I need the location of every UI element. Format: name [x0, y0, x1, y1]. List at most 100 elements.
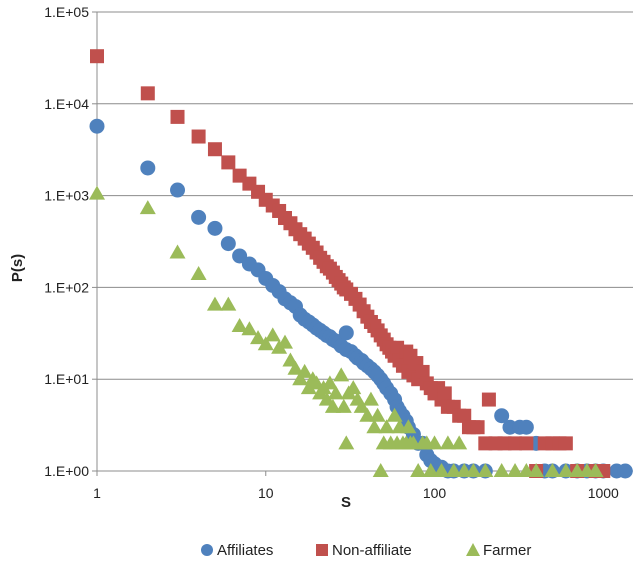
y-tick-label-3: 1.E+03	[44, 188, 89, 204]
y-tick-label-4: 1.E+04	[44, 96, 89, 112]
triangle-point	[410, 463, 427, 477]
triangle-point	[276, 334, 293, 349]
triangle-point	[335, 398, 352, 413]
square-point	[519, 436, 534, 451]
square-point	[481, 392, 496, 407]
legend-label: Farmer	[483, 542, 531, 559]
triangle-point	[422, 463, 439, 477]
series-farmer	[89, 185, 604, 477]
circle-point	[338, 325, 354, 341]
circle-point	[140, 160, 156, 176]
legend-triangle-icon	[466, 543, 480, 556]
circle-point	[518, 419, 534, 435]
legend-square-icon	[316, 544, 328, 556]
triangle-point	[493, 463, 510, 477]
square-point	[170, 109, 185, 124]
triangle-point	[400, 419, 417, 434]
circle-point	[191, 209, 207, 225]
triangle-point	[287, 360, 304, 375]
triangle-point	[477, 463, 494, 477]
triangle-point	[587, 463, 604, 477]
triangle-point	[338, 435, 355, 450]
triangle-point	[557, 463, 574, 477]
y-axis-title: P(s)	[9, 254, 26, 282]
circle-point	[220, 236, 236, 252]
circle-point	[207, 220, 223, 236]
triangle-point	[439, 435, 456, 450]
y-tick-label-2: 1.E+02	[44, 279, 89, 295]
triangle-point	[366, 419, 383, 434]
legend-item-farmer: Farmer	[466, 542, 531, 559]
x-tick-label-0: 1	[93, 485, 101, 501]
triangle-point	[324, 398, 341, 413]
y-tick-label-1: 1.E+01	[44, 371, 89, 387]
circle-point	[494, 408, 510, 424]
x-tick-label-1: 10	[258, 485, 274, 501]
y-tick-label-5: 1.E+05	[44, 4, 89, 20]
legend-label: Affiliates	[217, 542, 273, 559]
triangle-point	[318, 391, 335, 406]
triangle-point	[300, 380, 317, 395]
triangle-point	[426, 435, 443, 450]
legend-item-affiliates: Affiliates	[201, 542, 273, 559]
triangle-point	[345, 380, 362, 395]
triangle-point	[296, 363, 313, 378]
triangle-point	[369, 407, 386, 422]
triangle-point	[139, 200, 156, 215]
legend-circle-icon	[201, 544, 213, 556]
square-point	[457, 408, 472, 423]
triangle-point	[169, 244, 186, 259]
square-point	[221, 155, 236, 170]
triangle-point	[292, 371, 309, 386]
triangle-point	[433, 463, 450, 477]
x-tick-label-2: 100	[423, 485, 447, 501]
triangle-point	[465, 463, 482, 477]
triangle-point	[220, 296, 237, 311]
triangle-point	[89, 185, 105, 200]
triangle-point	[231, 317, 248, 332]
triangle-point	[372, 463, 389, 477]
triangle-point	[257, 336, 274, 351]
triangle-point	[386, 407, 403, 422]
x-axis-title: S	[341, 494, 351, 511]
triangle-point	[333, 367, 350, 382]
data-points	[89, 49, 633, 479]
triangle-point	[264, 327, 281, 342]
circle-point	[170, 182, 186, 198]
triangle-point	[507, 463, 524, 477]
square-point	[415, 364, 430, 379]
legend-item-non-affiliate: Non-affiliate	[316, 542, 412, 559]
triangle-point	[250, 330, 267, 345]
triangle-point	[445, 463, 462, 477]
triangle-point	[353, 398, 370, 413]
square-point	[191, 129, 206, 144]
tick-labels: 1.E+00 1.E+01 1.E+02 1.E+03 1.E+04 1.E+05 1 10 1…	[44, 4, 619, 501]
triangle-point	[544, 463, 561, 477]
triangle-point	[327, 385, 344, 400]
triangle-point	[378, 419, 395, 434]
triangle-point	[190, 265, 207, 280]
square-point	[508, 436, 523, 451]
square-point	[90, 49, 104, 64]
circle-point	[617, 463, 633, 479]
x-tick-label-3: 1000	[588, 485, 619, 501]
square-point	[437, 386, 452, 401]
triangle-point	[359, 407, 376, 422]
triangle-point	[241, 321, 258, 336]
triangle-point	[451, 435, 468, 450]
circle-point	[89, 118, 105, 134]
square-point	[558, 436, 573, 451]
y-tick-label-0: 1.E+00	[44, 463, 89, 479]
legend-label: Non-affiliate	[332, 542, 412, 559]
triangle-point	[362, 391, 379, 406]
square-point	[140, 86, 155, 101]
square-point	[470, 420, 485, 435]
square-point	[207, 142, 222, 157]
legend: Affiliates Non-affiliate Farmer	[201, 542, 531, 559]
triangle-point	[206, 296, 223, 311]
series-non-affiliate	[90, 49, 611, 478]
triangle-point	[321, 375, 338, 390]
triangle-point	[528, 463, 545, 477]
